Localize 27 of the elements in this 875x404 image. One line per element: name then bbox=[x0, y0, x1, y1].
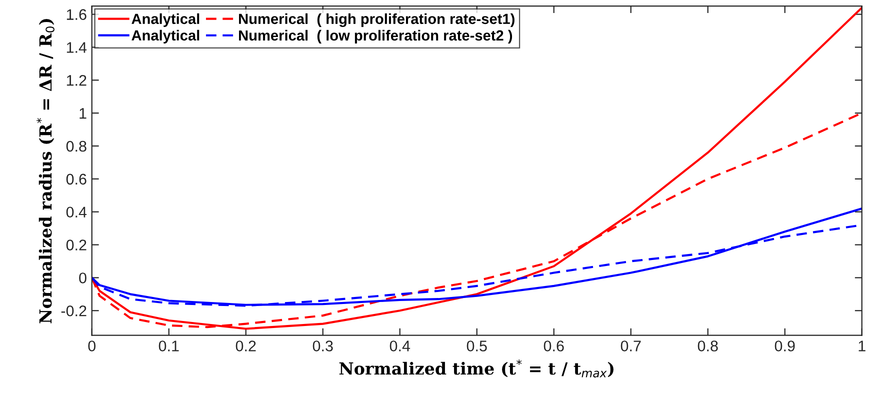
x-tick-label: 0.2 bbox=[236, 340, 256, 352]
x-tick-label: 1 bbox=[858, 340, 866, 352]
x-tick-label: 0.7 bbox=[620, 340, 641, 352]
legend-label: Analytical bbox=[132, 30, 200, 44]
x-tick-label: 0 bbox=[88, 340, 96, 352]
x-axis-title: Normalized time (t$^{*}$ = t / t$_{max}$) bbox=[339, 360, 614, 378]
y-tick-label: 1.2 bbox=[66, 75, 86, 86]
legend-label: Numerical ( high proliferation rate-set1) bbox=[239, 13, 514, 28]
y-tick-label: 1.4 bbox=[66, 42, 87, 53]
legend-label: Analytical bbox=[132, 13, 200, 27]
y-tick-label: 0.8 bbox=[66, 140, 86, 152]
legend-label: Numerical ( low proliferation rate-set2 ) bbox=[239, 30, 512, 44]
y-tick-label: -0.2 bbox=[61, 305, 86, 316]
x-tick-label: 0.1 bbox=[158, 340, 179, 352]
y-tick-label: 0.6 bbox=[66, 174, 86, 185]
y-tick-label: 0.2 bbox=[66, 240, 86, 250]
x-tick-label: 0.9 bbox=[774, 340, 795, 352]
x-tick-label: 0.3 bbox=[312, 340, 333, 352]
y-axis-title: Normalized radius (R$^{*}$ = ΔR / R$_{0}$) bbox=[36, 18, 54, 324]
x-tick-label: 0.6 bbox=[544, 340, 564, 352]
y-tick-label: 0 bbox=[79, 272, 86, 284]
x-tick-label: 0.4 bbox=[390, 340, 410, 352]
y-tick-label: 1 bbox=[80, 108, 86, 119]
x-tick-label: 0.8 bbox=[698, 340, 718, 352]
x-tick-label: 0.5 bbox=[466, 340, 487, 352]
y-tick-label: 1.6 bbox=[66, 9, 86, 20]
y-tick-label: 0.4 bbox=[66, 206, 87, 218]
